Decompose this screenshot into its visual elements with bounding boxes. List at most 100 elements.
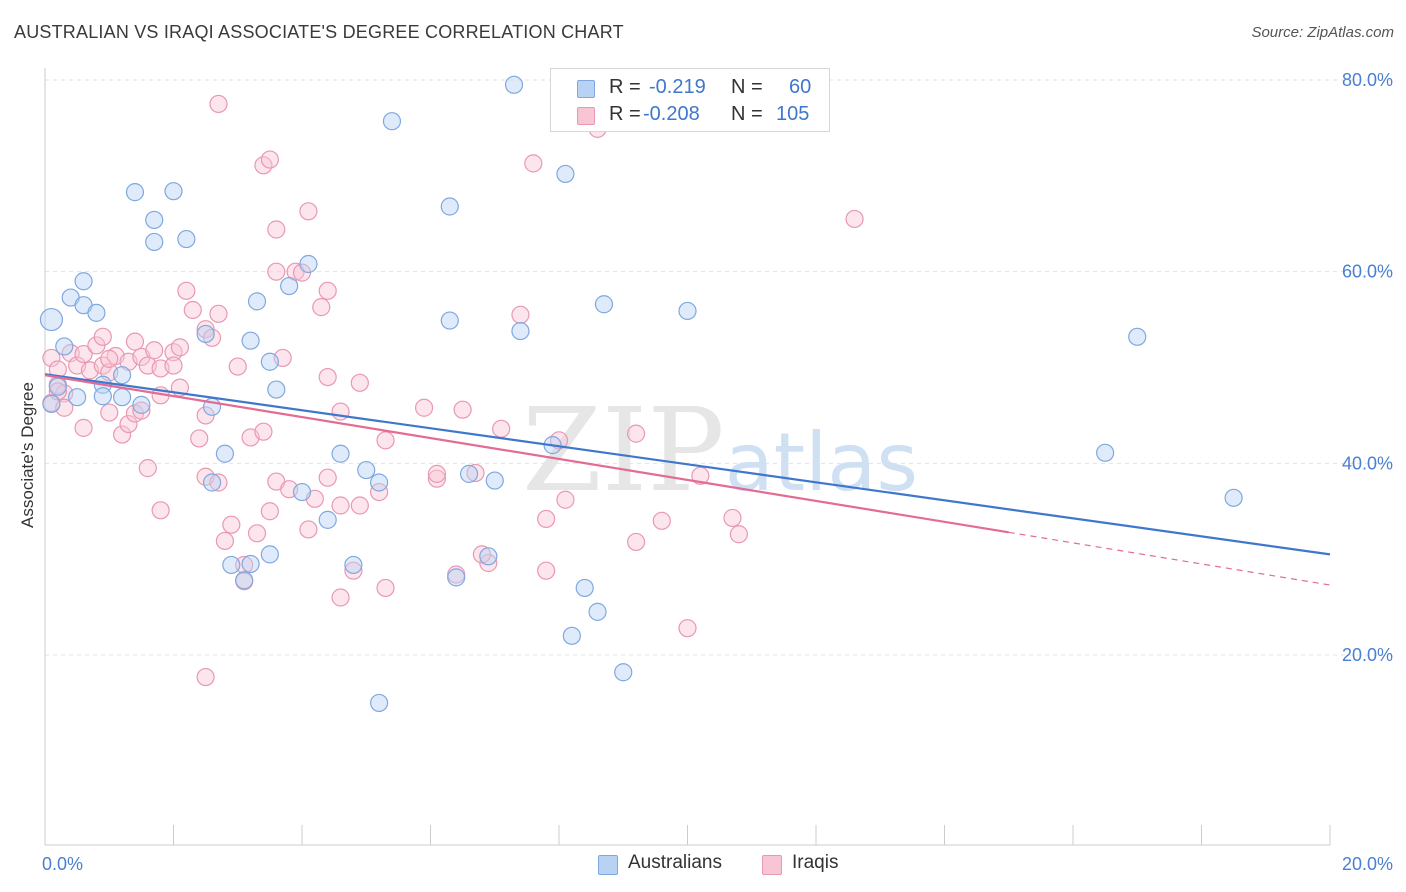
- legend-r-value: -0.219: [649, 76, 706, 98]
- y-tick-label: 40.0%: [1342, 453, 1393, 473]
- australians-point: [1128, 327, 1147, 346]
- iraqis-trend-line: [44, 374, 1009, 534]
- iraqis-point: [472, 545, 491, 564]
- australians-point: [479, 547, 498, 566]
- iraqis-point: [119, 414, 138, 434]
- iraqis-point: [626, 532, 646, 552]
- australians-point: [1096, 443, 1115, 462]
- australians-point: [55, 337, 74, 356]
- australians-point: [299, 254, 318, 274]
- iraqis-point: [299, 520, 318, 539]
- stats-legend: R = -0.219 N = 60 R = -0.208 N = 105: [550, 68, 830, 132]
- iraqis-point: [209, 304, 228, 323]
- axes: [44, 68, 1331, 846]
- iraqis-point: [524, 154, 543, 173]
- iraqis-point: [164, 356, 183, 375]
- iraqis-point: [376, 578, 395, 598]
- australians-point: [344, 555, 363, 575]
- chart-title: AUSTRALIAN VS IRAQI ASSOCIATE'S DEGREE C…: [14, 22, 624, 42]
- australians-point: [48, 377, 67, 396]
- iraqis-point: [228, 357, 247, 376]
- iraqis-point: [845, 209, 864, 229]
- australians-point: [215, 444, 234, 463]
- iraqis-point: [138, 459, 157, 478]
- australians-point: [280, 276, 299, 296]
- australians-point: [292, 482, 312, 502]
- iraqis-point: [74, 344, 93, 364]
- y-axis-label: Associate's Degree: [18, 382, 37, 528]
- iraqis-point: [190, 429, 209, 448]
- australians-swatch: [598, 855, 618, 875]
- iraqis-point: [299, 202, 318, 221]
- source-label: Source: ZipAtlas.com: [1251, 24, 1394, 41]
- australians-point: [177, 229, 196, 249]
- iraqis-point: [537, 561, 556, 580]
- iraqis-point: [511, 305, 530, 324]
- australians-point: [42, 394, 61, 414]
- australians-point: [575, 578, 594, 598]
- iraqis-label: Iraqis: [792, 852, 839, 873]
- legend-swatch-iraqis: [577, 107, 595, 125]
- australians-point: [357, 460, 376, 480]
- australians-point: [318, 510, 337, 529]
- australians-point: [267, 380, 286, 399]
- australians-point: [459, 464, 479, 483]
- australians-point: [93, 387, 112, 406]
- y-tick-label: 60.0%: [1342, 262, 1393, 282]
- iraqis-point: [177, 281, 196, 300]
- australians-point: [125, 183, 145, 202]
- legend-r-value: -0.208: [643, 103, 700, 125]
- legend-row-australians: R = -0.219 N = 60: [551, 75, 829, 103]
- iraqis-point: [267, 262, 286, 281]
- australians-point: [87, 303, 106, 322]
- australians-point: [241, 554, 260, 574]
- iraqis-point: [42, 348, 61, 368]
- australians-point: [222, 555, 241, 575]
- iraqis-point: [376, 431, 395, 450]
- australians-point: [447, 568, 466, 587]
- iraqis-point: [235, 555, 254, 575]
- iraqis-point: [196, 667, 215, 687]
- australians-point: [511, 321, 530, 341]
- iraqis-point: [170, 338, 190, 357]
- iraqis-point: [183, 300, 202, 320]
- iraqis-point: [209, 473, 228, 492]
- iraqis-point: [318, 468, 337, 487]
- australians-point: [485, 471, 504, 490]
- iraqis-point: [466, 463, 485, 483]
- iraqis-point: [260, 502, 279, 521]
- legend-r-label: R =: [609, 103, 641, 125]
- x-tick-label: 20.0%: [1342, 854, 1393, 874]
- trend-lines: [44, 373, 1331, 586]
- iraqis-point: [318, 281, 337, 300]
- iraqis-trend-extension: [1008, 531, 1331, 586]
- iraqis-point: [100, 403, 119, 422]
- australians-point: [370, 473, 389, 492]
- iraqis-point: [247, 524, 267, 543]
- legend-row-iraqis: R = -0.208 N = 105: [551, 102, 829, 130]
- iraqis-point: [331, 588, 350, 607]
- australians-point: [145, 232, 164, 252]
- australians-label: Australians: [628, 852, 722, 873]
- australians-point: [678, 301, 697, 321]
- iraqis-point: [414, 398, 434, 417]
- iraqis-point: [93, 327, 112, 346]
- australians-point: [440, 311, 459, 330]
- legend-swatch-australians: [577, 80, 595, 98]
- iraqis-point: [427, 464, 447, 483]
- iraqis-point: [112, 425, 132, 444]
- iraqis-point: [691, 466, 710, 485]
- iraqis-point: [652, 511, 671, 530]
- iraqis-points: [42, 94, 864, 687]
- iraqis-swatch: [762, 855, 782, 875]
- iraqis-point: [318, 367, 337, 387]
- iraqis-point: [453, 400, 472, 419]
- iraqis-point: [100, 349, 119, 368]
- iraqis-point: [260, 150, 279, 169]
- australians-point: [260, 545, 279, 564]
- australians-point: [562, 626, 581, 645]
- australians-point: [235, 571, 254, 590]
- legend-n-value: 60: [789, 76, 812, 98]
- legend-r-label: R =: [609, 76, 641, 98]
- x-tick-labels: 0.0% 20.0%: [42, 854, 1393, 874]
